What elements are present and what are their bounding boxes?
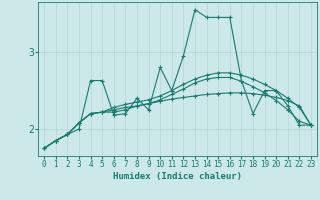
X-axis label: Humidex (Indice chaleur): Humidex (Indice chaleur): [113, 172, 242, 181]
